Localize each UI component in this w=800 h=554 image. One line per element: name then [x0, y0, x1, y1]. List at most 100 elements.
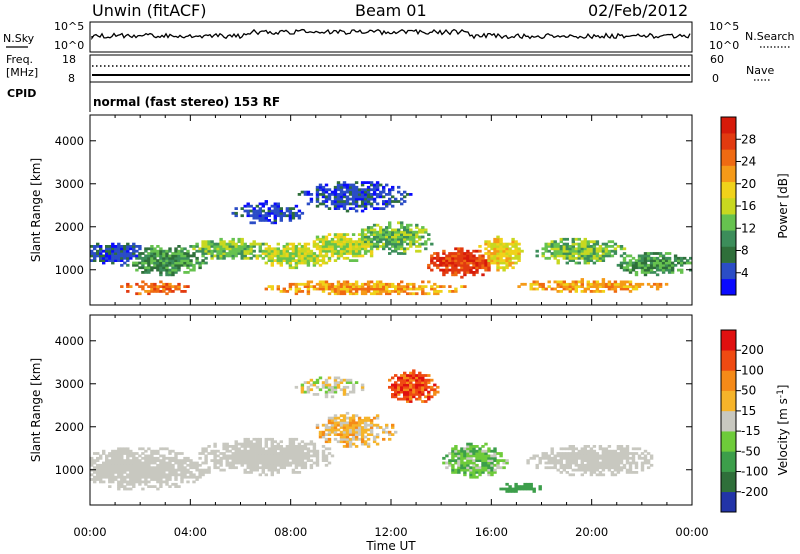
heatmap-cell	[348, 245, 353, 248]
heatmap-cell	[604, 447, 609, 451]
heatmap-cell	[324, 447, 329, 451]
heatmap-cell	[141, 266, 145, 270]
heatmap-cell	[174, 459, 178, 462]
heatmap-cell	[619, 280, 624, 284]
heatmap-cell	[637, 261, 642, 265]
heatmap-cell	[487, 256, 491, 260]
heatmap-cell	[303, 285, 308, 288]
heatmap-cell	[457, 263, 461, 267]
heatmap-cell	[460, 256, 464, 260]
heatmap-cell	[496, 261, 500, 265]
heatmap-cell	[342, 426, 347, 429]
heatmap-cell	[321, 249, 326, 253]
heatmap-cell	[394, 430, 398, 434]
heatmap-cell	[243, 449, 247, 453]
heatmap-cell	[391, 282, 395, 286]
heatmap-cell	[406, 233, 410, 236]
heatmap-cell	[580, 242, 584, 246]
heatmap-cell	[511, 487, 515, 491]
heatmap-cell	[369, 197, 374, 201]
heatmap-cell	[451, 261, 455, 265]
colorbar-tick-label: 100	[741, 363, 764, 377]
heatmap-cell	[454, 445, 458, 448]
heatmap-cell	[156, 290, 160, 293]
heatmap-cell	[99, 259, 103, 262]
heatmap-cell	[159, 482, 163, 486]
heatmap-cell	[342, 185, 347, 189]
heatmap-cell	[400, 202, 404, 206]
heatmap-cell	[333, 388, 338, 392]
heatmap-cell	[330, 202, 335, 206]
heatmap-cell	[231, 242, 235, 246]
heatmap-cell	[418, 242, 422, 246]
heatmap-cell	[592, 261, 597, 265]
heatmap-cell	[258, 254, 262, 258]
heatmap-cell	[132, 247, 136, 251]
heatmap-cell	[418, 230, 422, 234]
heatmap-cell	[445, 266, 449, 270]
heatmap-cell	[264, 449, 268, 453]
heatmap-cell	[460, 275, 464, 279]
heatmap-cell	[351, 252, 356, 255]
heatmap-cell	[403, 287, 407, 291]
heatmap-cell	[409, 230, 413, 234]
heatmap-cell	[412, 285, 416, 288]
heatmap-cell	[258, 216, 262, 220]
heatmap-cell	[162, 261, 166, 265]
heatmap-cell	[418, 390, 422, 394]
heatmap-cell	[198, 473, 202, 477]
heatmap-cell	[472, 473, 476, 477]
y-tick-label: 1000	[55, 263, 84, 277]
heatmap-cell	[147, 266, 151, 270]
heatmap-cell	[279, 219, 283, 222]
heatmap-cell	[385, 290, 389, 293]
heatmap-cell	[246, 461, 250, 465]
heatmap-cell	[427, 395, 431, 399]
heatmap-cell	[640, 468, 645, 472]
heatmap-cell	[466, 259, 470, 262]
heatmap-cell	[270, 468, 274, 472]
heatmap-cell	[156, 466, 160, 470]
heatmap-cell	[168, 485, 172, 488]
heatmap-cell	[342, 190, 347, 194]
heatmap-cell	[571, 473, 575, 477]
heatmap-cell	[484, 242, 488, 246]
heatmap-cell	[406, 383, 410, 387]
heatmap-cell	[261, 452, 265, 455]
heatmap-cell	[394, 233, 398, 236]
heatmap-cell	[544, 452, 548, 455]
heatmap-cell	[324, 463, 329, 467]
heatmap-cell	[198, 452, 202, 455]
heatmap-cell	[123, 245, 127, 248]
heatmap-cell	[249, 449, 253, 453]
heatmap-cell	[288, 263, 293, 267]
heatmap-cell	[610, 282, 615, 286]
heatmap-cell	[388, 433, 392, 436]
heatmap-cell	[270, 459, 274, 462]
heatmap-cell	[375, 188, 380, 192]
heatmap-cell	[276, 287, 280, 291]
heatmap-cell	[363, 237, 368, 241]
heatmap-cell	[234, 456, 238, 460]
heatmap-cell	[385, 204, 389, 208]
heatmap-cell	[150, 485, 154, 488]
heatmap-cell	[288, 207, 293, 210]
heatmap-cell	[418, 235, 422, 239]
heatmap-cell	[421, 242, 425, 246]
heatmap-cell	[661, 259, 666, 262]
heatmap-cell	[415, 385, 419, 389]
heatmap-cell	[351, 193, 356, 196]
heatmap-cell	[354, 240, 359, 244]
heatmap-cell	[382, 190, 386, 194]
heatmap-cell	[403, 247, 407, 251]
heatmap-cell	[240, 245, 244, 248]
heatmap-cell	[487, 254, 491, 258]
heatmap-cell	[219, 247, 223, 251]
heatmap-cell	[595, 247, 600, 251]
heatmap-cell	[240, 214, 244, 218]
colorbar-tick-label: 16	[741, 199, 756, 213]
heatmap-cell	[339, 200, 344, 203]
heatmap-cell	[388, 385, 392, 389]
heatmap-cell	[114, 468, 118, 472]
heatmap-cell	[499, 266, 503, 270]
